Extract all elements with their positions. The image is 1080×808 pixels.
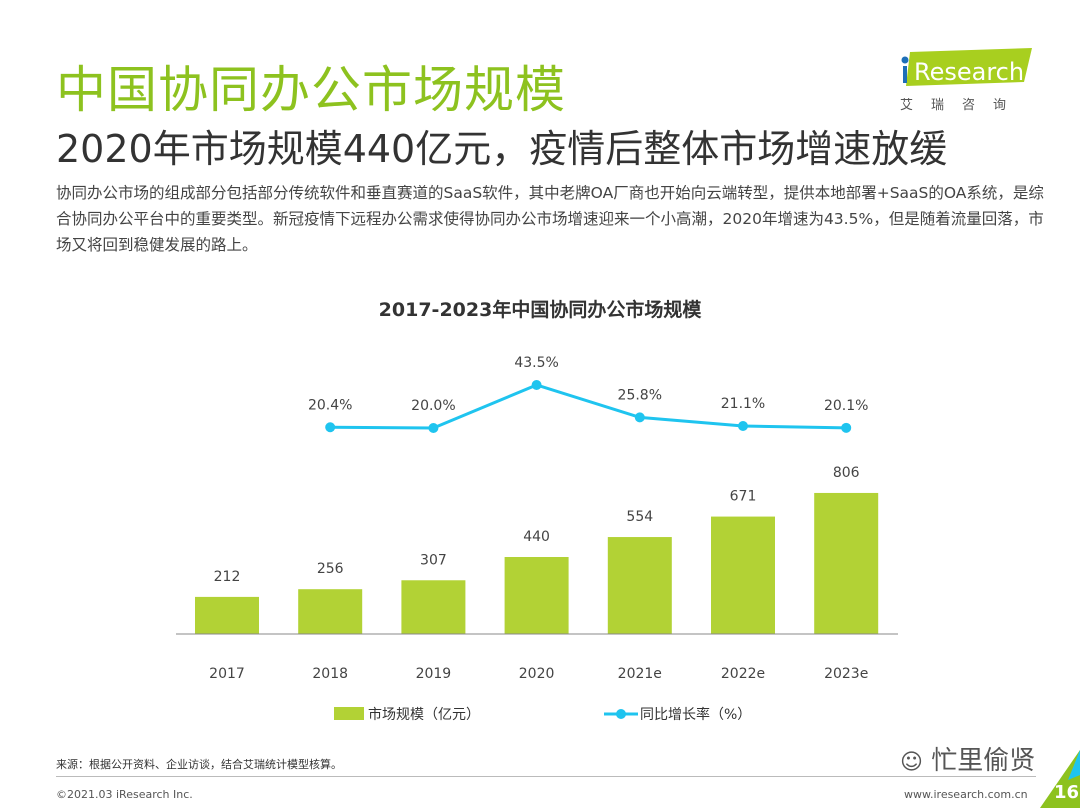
wechat-icon: ☺ [900,750,923,775]
legend-line-label: 同比增长率（%） [640,706,751,723]
growth-label-2019: 20.0% [411,398,455,414]
bar-label-2020: 440 [523,529,550,545]
legend-bar-swatch [334,707,364,720]
bar-2018 [298,589,363,634]
growth-point-2023e [841,422,852,433]
page-title: 中国协同办公市场规模 [56,61,566,119]
page-corner-decoration [1040,750,1080,808]
x-tick-2022e: 2022e [721,666,765,682]
growth-point-2022e [738,420,748,431]
bar-2017 [195,596,259,634]
x-tick-2021e: 2021e [618,666,662,682]
x-tick-2018: 2018 [312,666,348,682]
x-tick-2023e: 2023e [824,666,868,682]
website-link[interactable]: www.iresearch.com.cn [904,788,1028,801]
growth-point-2021e [634,412,645,423]
bar-2020 [504,557,569,634]
watermark-text: 忙里偷贤 [931,746,1036,776]
growth-label-2022e: 21.1% [721,396,765,412]
legend-bar-label: 市场规模（亿元） [368,706,480,723]
svg-text:Research: Research [914,58,1024,86]
iresearch-logo: Research 艾瑞咨询 [896,46,1036,116]
bar-2021e [607,537,672,634]
legend: 市场规模（亿元） 同比增长率（%） [334,706,751,723]
growth-label-2021e: 25.8% [618,387,662,403]
bar-label-2023e: 806 [833,465,860,481]
growth-label-2020: 43.5% [514,355,558,371]
x-tick-2019: 2019 [416,666,452,682]
growth-label-2018: 20.4% [308,397,352,413]
page-number: 16 [1054,782,1080,803]
bar-label-2019: 307 [420,552,447,568]
growth-point-2020 [531,379,542,390]
growth-point-2018 [325,422,336,433]
growth-label-2023e: 20.1% [824,398,868,414]
growth-line [330,383,847,430]
x-tick-2020: 2020 [519,666,555,682]
bar-label-2017: 212 [214,569,241,585]
bar-2019 [401,580,466,634]
bar-2023e [814,492,879,634]
bar-label-2022e: 671 [730,489,757,505]
bar-label-2018: 256 [317,561,344,577]
growth-point-2019 [428,423,439,433]
watermark: ☺ 忙里偷贤 [900,740,1035,777]
bar-label-2021e: 554 [626,509,653,525]
chart-title: 2017-2023年中国协同办公市场规模 [378,299,702,321]
footer-divider [56,776,1036,777]
body-text: 协同办公市场的组成部分包括部分传统软件和垂直赛道的SaaS软件，其中老牌OA厂商… [56,184,1044,254]
source-note: 来源：根据公开资料、企业访谈，结合艾瑞统计模型核算。 [56,758,342,771]
x-tick-2017: 2017 [209,666,245,682]
copyright: ©2021.03 iResearch Inc. [56,788,193,801]
page-subtitle: 2020年市场规模440亿元，疫情后整体市场增速放缓 [56,127,948,171]
svg-text:艾瑞咨询: 艾瑞咨询 [900,98,1024,113]
bar-2022e [711,516,775,634]
